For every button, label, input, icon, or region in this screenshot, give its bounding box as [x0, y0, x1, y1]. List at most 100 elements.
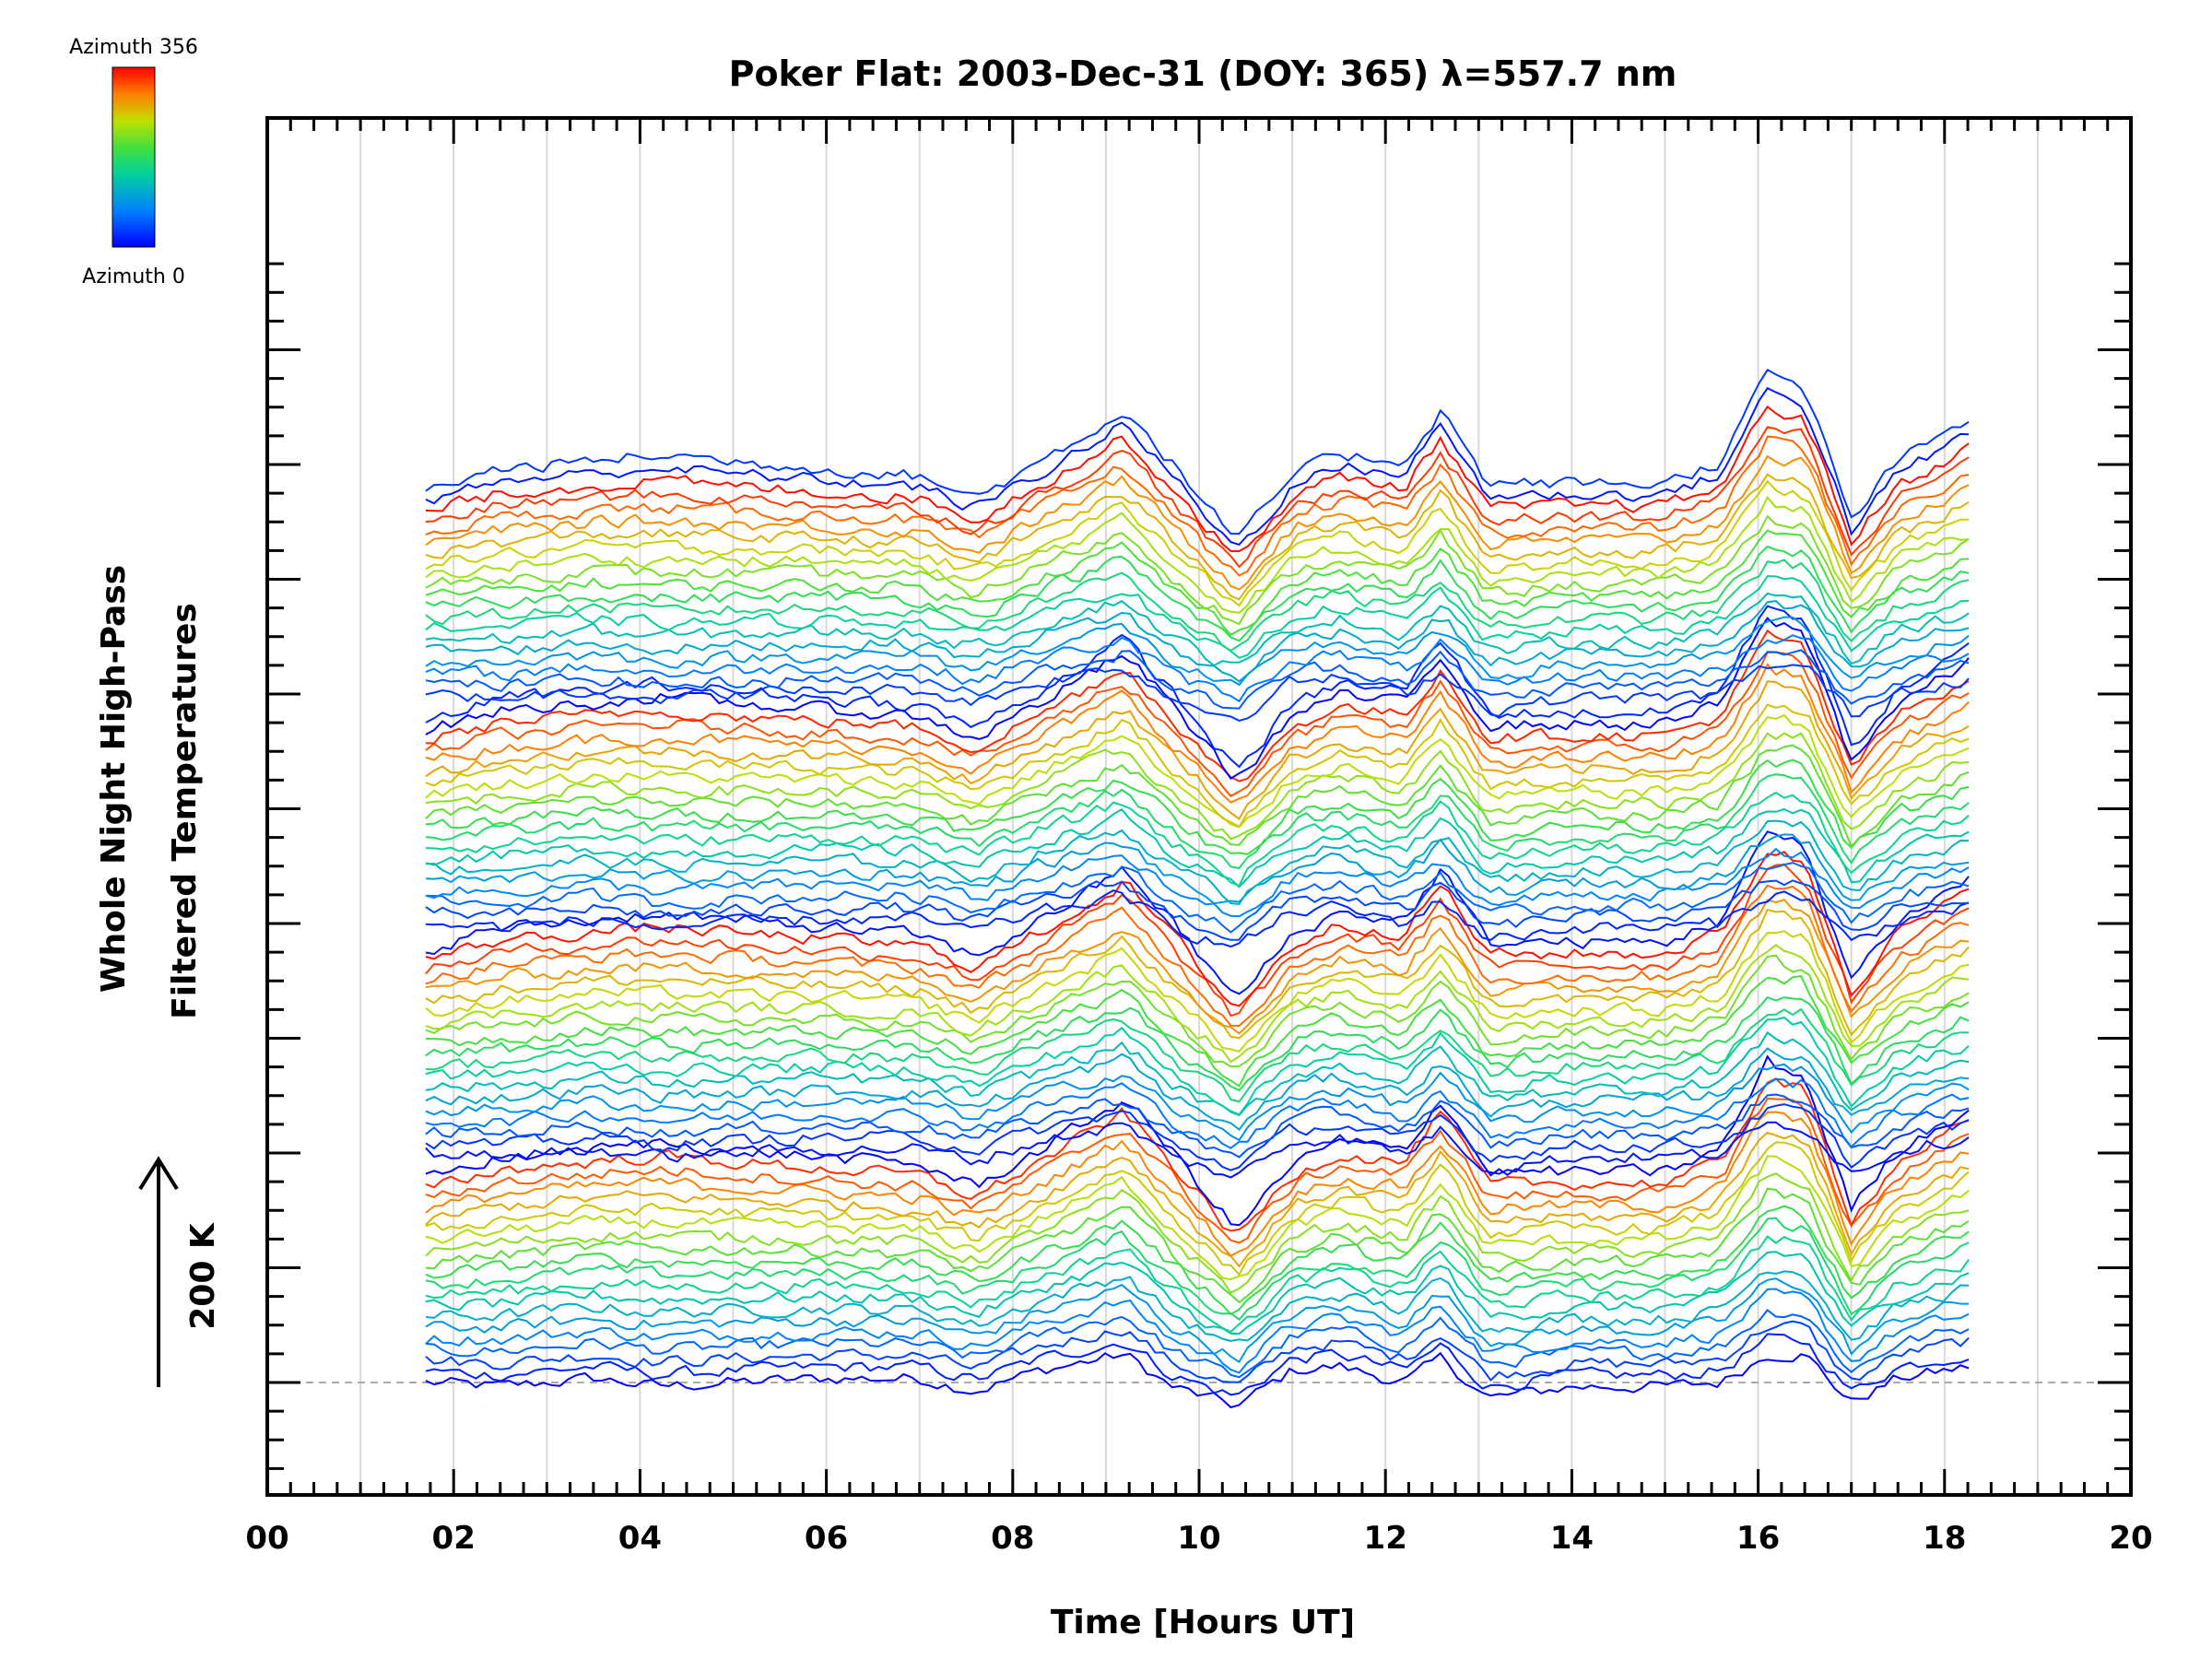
series-line: [425, 600, 1970, 683]
series-line: [425, 996, 1970, 1092]
chart-title: Poker Flat: 2003-Dec-31 (DOY: 365) λ=557…: [729, 53, 1677, 94]
series-line: [425, 1187, 1970, 1304]
series-line: [425, 889, 1970, 948]
series-line: [425, 954, 1970, 1068]
series-line: [425, 847, 1970, 918]
series-line: [425, 1097, 1970, 1244]
series-line: [425, 879, 1970, 941]
x-tick-label: 02: [432, 1520, 476, 1557]
series-line: [425, 1351, 1970, 1409]
series-line: [425, 862, 1970, 934]
series-line: [425, 1333, 1970, 1396]
series-line: [425, 1030, 1970, 1117]
series-line: [425, 830, 1970, 995]
series-line: [425, 651, 1970, 798]
colorbar-bottom-label: Azimuth 0: [82, 265, 185, 288]
series-line: [425, 833, 1970, 905]
x-tick-label: 00: [245, 1520, 288, 1557]
x-tick-label: 12: [1364, 1520, 1407, 1557]
series-line: [425, 545, 1970, 642]
series-line: [425, 1047, 1970, 1132]
series-line: [425, 1217, 1970, 1322]
x-tick-label: 10: [1177, 1520, 1220, 1557]
series-line: [425, 1235, 1970, 1334]
series-line: [425, 368, 1970, 535]
series-line: [425, 713, 1970, 829]
series-line: [425, 435, 1970, 577]
series-line: [425, 744, 1970, 849]
x-tick-label: 20: [2109, 1520, 2152, 1557]
series-line: [425, 807, 1970, 888]
series-line: [425, 1054, 1970, 1227]
series-line: [425, 664, 1970, 722]
scale-arrow-label: 200 K: [184, 1222, 222, 1330]
series-line: [425, 616, 1970, 687]
y-axis-label-line1: Whole Night High-Pass: [95, 565, 133, 993]
colorbar: Azimuth 356 Azimuth 0: [69, 36, 198, 288]
series-line: [425, 649, 1970, 710]
colorbar-gradient: [112, 66, 156, 248]
series-line: [425, 473, 1970, 601]
series-line: [425, 1320, 1970, 1383]
series-line: [425, 386, 1970, 547]
series-line: [425, 592, 1970, 667]
series-line: [425, 1016, 1970, 1116]
series-line: [425, 529, 1970, 636]
series-line: [425, 1063, 1970, 1142]
series-line: [425, 605, 1970, 769]
x-tick-label: 04: [618, 1520, 662, 1557]
x-tick-label: 14: [1550, 1520, 1594, 1557]
x-tick-label: 08: [991, 1520, 1034, 1557]
chart-series-group: [425, 368, 1970, 1409]
series-line: [425, 663, 1970, 804]
series-line: [425, 899, 1970, 1035]
series-line: [425, 1288, 1970, 1374]
series-line: [425, 454, 1970, 591]
series-line: [425, 617, 1970, 781]
x-tick-label: 16: [1736, 1520, 1780, 1557]
series-line: [425, 514, 1970, 626]
series-line: [425, 629, 1970, 782]
series-line: [425, 930, 1970, 1053]
axis-ticks: [265, 118, 2133, 1495]
series-line: [425, 634, 1970, 703]
series-line: [425, 863, 1970, 1018]
series-line: [425, 575, 1970, 659]
series-line: [425, 884, 1970, 1028]
series-line: [425, 759, 1970, 855]
series-line: [425, 405, 1970, 553]
series-line: [425, 1093, 1970, 1159]
series-line: [425, 819, 1970, 906]
x-tick-label: 06: [805, 1520, 848, 1557]
series-line: [425, 1172, 1970, 1294]
scale-arrow: [138, 1156, 179, 1387]
series-line: [425, 1277, 1970, 1363]
chart-gridlines: [359, 118, 2039, 1495]
series-line: [425, 773, 1970, 870]
series-line: [425, 1111, 1970, 1257]
series-line: [425, 732, 1970, 841]
x-axis-label: Time [Hours UT]: [1051, 1604, 1355, 1641]
series-line: [425, 426, 1970, 569]
series-line: [425, 974, 1970, 1088]
y-axis-label-line2: Filtered Temperatures: [166, 603, 204, 1019]
series-line: [425, 791, 1970, 888]
series-line: [425, 1103, 1970, 1171]
series-line: [425, 479, 1970, 607]
x-tick-labels: 00 02 04 06 08 10 12 14 16 18 20: [245, 1520, 2152, 1557]
series-line: [425, 1007, 1970, 1103]
series-line: [425, 1270, 1970, 1343]
series-line: [425, 495, 1970, 614]
series-line: [425, 680, 1970, 820]
series-line: [425, 1141, 1970, 1277]
series-line: [425, 1251, 1970, 1335]
colorbar-top-label: Azimuth 356: [69, 36, 198, 59]
series-line: [425, 1131, 1970, 1268]
series-line: [425, 851, 1970, 1007]
series-line: [425, 1155, 1970, 1281]
series-line: [425, 703, 1970, 829]
series-line: [425, 1309, 1970, 1379]
series-line: [425, 1077, 1970, 1149]
series-line: [425, 1121, 1970, 1179]
